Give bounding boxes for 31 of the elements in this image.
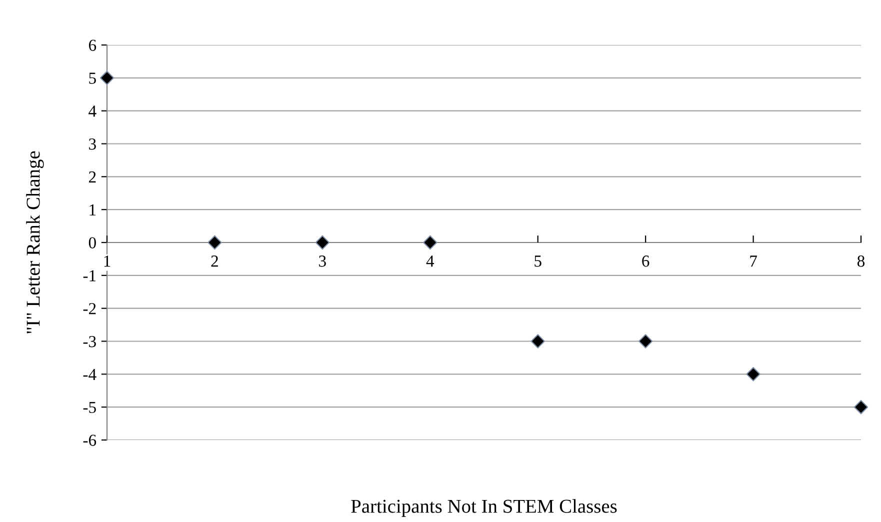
point (530, 334, 545, 348)
point (208, 235, 222, 250)
x-axis-title: Participants Not In STEM Classes (351, 499, 617, 517)
point (638, 334, 653, 348)
x-tick-label: 1 (104, 256, 110, 267)
y-tick-label: -3 (83, 336, 96, 348)
y-tick-label: -1 (83, 270, 96, 282)
y-axis-title: "I" Letter Rank Change (26, 151, 44, 334)
y-tick-label: -4 (83, 368, 96, 380)
y-tick-label: -6 (83, 434, 96, 446)
point (315, 235, 330, 250)
point (854, 400, 868, 414)
x-tick-label: 7 (750, 256, 757, 267)
x-tick-label: 6 (642, 256, 650, 267)
x-tick-label: 8 (857, 255, 865, 267)
point (746, 367, 760, 382)
y-tick-label: 0 (88, 237, 96, 248)
y-tick-label: 1 (90, 204, 96, 216)
y-tick-label: -5 (83, 402, 96, 414)
y-tick-label: 2 (88, 171, 96, 182)
y-tick-label: 5 (89, 72, 96, 84)
y-tick-label: 4 (88, 106, 96, 117)
point (100, 70, 114, 86)
x-tick-label: 5 (534, 256, 542, 267)
x-tick-label: 3 (319, 256, 326, 267)
x-tick-label: 2 (211, 256, 218, 267)
x-tick-label: 4 (426, 256, 434, 267)
point (423, 235, 438, 250)
y-tick-label: 3 (89, 138, 96, 150)
y-tick-label: 6 (88, 40, 96, 51)
y-tick-label: -2 (83, 303, 96, 314)
